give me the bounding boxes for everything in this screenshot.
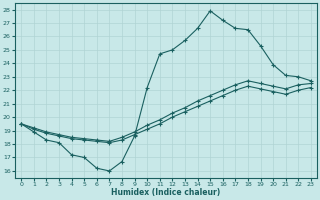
X-axis label: Humidex (Indice chaleur): Humidex (Indice chaleur) [111,188,221,197]
